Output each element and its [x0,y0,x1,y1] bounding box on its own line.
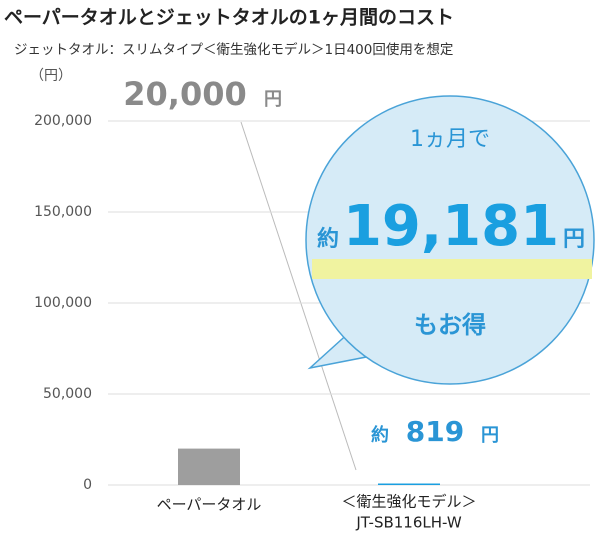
y-unit-label: （円） [30,68,72,84]
y-tick-label: 0 [83,477,92,493]
x-tick-label: ＜衛生強化モデル＞ [341,493,476,511]
chart-title: ペーパータオルとジェットタオルの1ヶ月間のコスト [4,7,454,29]
y-tick-label: 150,000 [34,204,92,220]
callout-tail-text: もお得 [414,311,486,339]
callout-lead: 1ヵ月で [410,127,490,152]
highlight [312,259,592,279]
y-tick-label: 200,000 [34,113,92,129]
y-tick-label: 50,000 [43,386,92,402]
value-prefix: 約 [371,424,389,446]
y-tick-label: 100,000 [34,295,92,311]
callout: 1ヵ月で 約 19,181 円 もお得 [305,95,595,385]
callout-circle [305,95,595,385]
chart-subtitle: ジェットタオル：スリムタイプ＜衛生強化モデル＞1日400回使用を想定 [14,41,453,58]
callout-unit: 円 [563,227,585,252]
value-unit: 円 [264,89,282,110]
callout-prefix: 約 [317,226,339,252]
value-label: 819 [406,415,464,448]
x-tick-label: JT-SB116LH-W [355,514,462,532]
connector [240,121,357,471]
bar [378,483,440,485]
value-unit: 円 [481,425,499,446]
callout-amount: 19,181 [343,194,559,259]
x-tick-label: ペーパータオル [157,496,262,514]
value-label: 20,000 [123,75,246,113]
callout-join [350,329,394,353]
bar [178,448,240,485]
